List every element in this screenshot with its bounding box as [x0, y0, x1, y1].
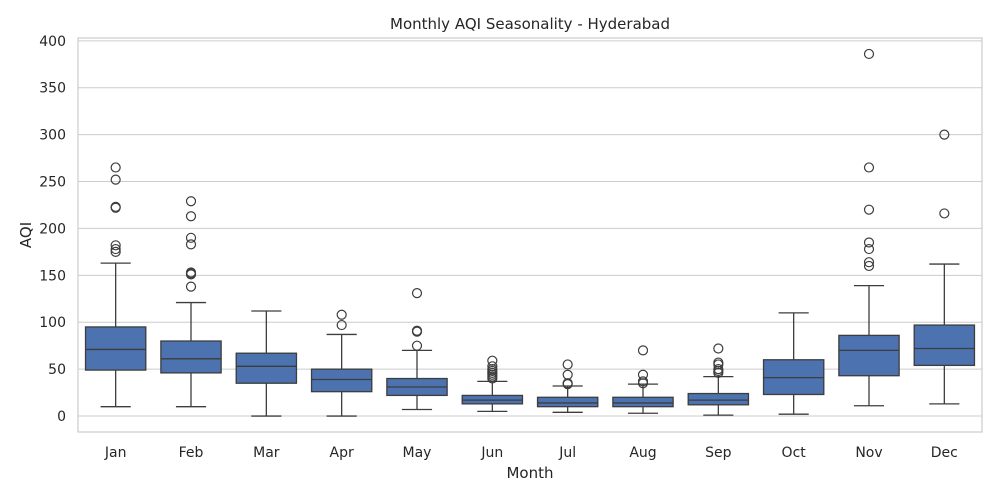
outlier-point [110, 243, 121, 255]
outlier-point [562, 369, 573, 380]
box-mar [235, 310, 298, 417]
iqr-box [536, 396, 599, 408]
box-oct [762, 312, 825, 415]
outlier-point [185, 211, 197, 222]
x-axis-ticks: Jan Feb Mar Apr May Jun Jul Aug Sep Oct Nov Dec [104, 445, 958, 461]
x-tick-label: Feb [179, 445, 204, 461]
y-tick-label: 0 [57, 409, 66, 425]
x-tick-label: Sep [705, 445, 732, 461]
outlier-point [713, 364, 724, 375]
outlier-point [185, 196, 197, 207]
outlier-point [411, 325, 423, 336]
iqr-box [160, 340, 222, 374]
y-tick-label: 250 [39, 175, 66, 191]
outlier-point [863, 48, 875, 60]
outlier-point [185, 239, 197, 250]
y-tick-label: 50 [48, 362, 66, 378]
box-nov [838, 48, 900, 407]
x-tick-label: Nov [855, 445, 882, 461]
grid-lines [78, 40, 982, 417]
box-series [84, 48, 976, 417]
outlier-point [336, 309, 347, 320]
box-dec [913, 129, 976, 405]
x-tick-label: Dec [931, 445, 958, 461]
y-tick-label: 400 [39, 34, 66, 50]
box-feb [160, 196, 222, 408]
outlier-point [863, 243, 875, 255]
outlier-point [110, 240, 121, 251]
outlier-point [863, 257, 875, 268]
outlier-point [562, 359, 573, 370]
outlier-point [110, 201, 121, 212]
outlier-point [411, 288, 423, 299]
iqr-box [84, 326, 147, 371]
box-sep [687, 343, 750, 416]
outlier-point [185, 281, 197, 292]
outlier-point [110, 174, 121, 185]
iqr-box [310, 368, 373, 393]
outlier-point [411, 340, 423, 351]
x-tick-label: Mar [253, 445, 280, 461]
y-tick-label: 100 [39, 315, 66, 331]
box-jul [536, 359, 599, 413]
chart-title: Monthly AQI Seasonality - Hyderabad [390, 15, 670, 33]
outlier-point [487, 355, 498, 366]
y-tick-label: 350 [39, 81, 66, 97]
box-jan [84, 162, 147, 408]
iqr-box [235, 352, 298, 384]
iqr-box [612, 396, 674, 408]
outlier-point [863, 237, 875, 248]
outlier-point [185, 232, 197, 243]
x-tick-label: Jun [480, 445, 503, 461]
iqr-box [687, 392, 750, 406]
y-axis-ticks: 0 50 100 150 200 250 300 350 400 [39, 34, 66, 425]
x-tick-label: Oct [782, 445, 807, 461]
plot-area-frame [77, 37, 983, 433]
x-tick-label: Aug [629, 445, 656, 461]
box-apr [310, 309, 373, 417]
y-tick-label: 150 [39, 268, 66, 284]
outlier-point [185, 267, 197, 278]
outlier-point [863, 162, 875, 173]
outlier-point [713, 357, 724, 368]
iqr-box [913, 324, 976, 367]
x-axis-label: Month [506, 464, 553, 482]
box-aug [612, 345, 674, 414]
outlier-point [939, 208, 950, 219]
x-tick-label: Jul [558, 445, 576, 461]
outlier-point [487, 361, 498, 372]
x-tick-label: Jan [104, 445, 127, 461]
y-axis-label: AQI [17, 222, 35, 248]
y-tick-label: 200 [39, 221, 66, 237]
outlier-point [110, 246, 121, 257]
x-tick-label: May [403, 445, 432, 461]
outlier-point [336, 319, 347, 331]
iqr-box [838, 334, 900, 377]
outlier-point [637, 345, 649, 356]
y-tick-label: 300 [39, 128, 66, 144]
box-may [386, 288, 448, 411]
outlier-point [110, 162, 121, 173]
outlier-point [637, 376, 649, 387]
outlier-point [863, 260, 875, 272]
outlier-point [863, 204, 875, 215]
x-tick-label: Apr [330, 445, 354, 461]
outlier-point [939, 129, 950, 140]
box-jun [461, 355, 524, 413]
outlier-point [637, 369, 649, 380]
outlier-point [713, 343, 724, 354]
